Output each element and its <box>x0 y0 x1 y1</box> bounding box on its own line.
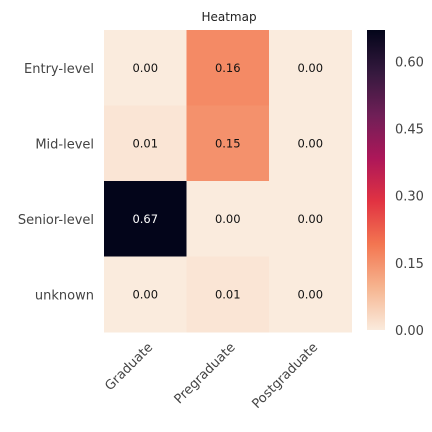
colorbar-tick-label: 0.15 <box>395 257 424 272</box>
cell-value-label: 0.01 <box>215 287 241 301</box>
colorbar-tick-label: 0.00 <box>395 324 424 339</box>
cell-value-label: 0.00 <box>132 61 158 75</box>
heatmap-cell <box>186 256 270 333</box>
heatmap-cells: 0.00 0.16 0.00 0.01 0.15 0.00 0.67 0.00 0.00 0.00… <box>104 30 352 333</box>
x-tick-label: Postgraduate <box>249 340 321 412</box>
x-tick-label: Graduate <box>102 340 156 394</box>
cell-value-label: 0.00 <box>132 287 158 301</box>
cell-value-label: 0.00 <box>297 136 323 150</box>
heatmap-cell <box>104 30 187 106</box>
heatmap-cell <box>104 256 187 333</box>
colorbar-tick-label: 0.30 <box>395 190 424 205</box>
heatmap-cell <box>104 181 187 257</box>
colorbar <box>367 30 385 330</box>
cell-value-label: 0.00 <box>297 61 323 75</box>
heatmap-cell <box>186 30 270 106</box>
heatmap-cell <box>186 105 270 182</box>
cell-value-label: 0.00 <box>297 212 323 226</box>
colorbar-tick-label: 0.45 <box>395 123 424 138</box>
y-tick-labels: Entry-level Mid-level Senior-level unknown <box>18 62 94 304</box>
cell-value-label: 0.16 <box>215 61 241 75</box>
y-tick-label: Mid-level <box>35 137 94 152</box>
y-tick-label: Senior-level <box>18 213 94 228</box>
heatmap-cell <box>269 256 352 333</box>
cell-value-label: 0.01 <box>132 136 158 150</box>
heatmap-cell <box>269 105 352 182</box>
heatmap-cell <box>269 30 352 106</box>
chart-title: Heatmap <box>201 10 256 24</box>
y-tick-label: unknown <box>35 288 94 303</box>
x-tick-label: Pregraduate <box>172 340 239 407</box>
colorbar-tick-label: 0.60 <box>395 55 424 70</box>
heatmap-cell <box>186 181 270 257</box>
x-tick-labels: Graduate Pregraduate Postgraduate <box>102 340 321 412</box>
cell-value-label: 0.67 <box>132 212 158 226</box>
cell-value-label: 0.15 <box>215 136 241 150</box>
heatmap-cell <box>104 105 187 182</box>
cell-value-label: 0.00 <box>297 287 323 301</box>
y-tick-label: Entry-level <box>24 62 94 77</box>
colorbar-ticks: 0.00 0.15 0.30 0.45 0.60 <box>395 55 424 339</box>
heatmap-cell <box>269 181 352 257</box>
cell-value-label: 0.00 <box>215 212 241 226</box>
